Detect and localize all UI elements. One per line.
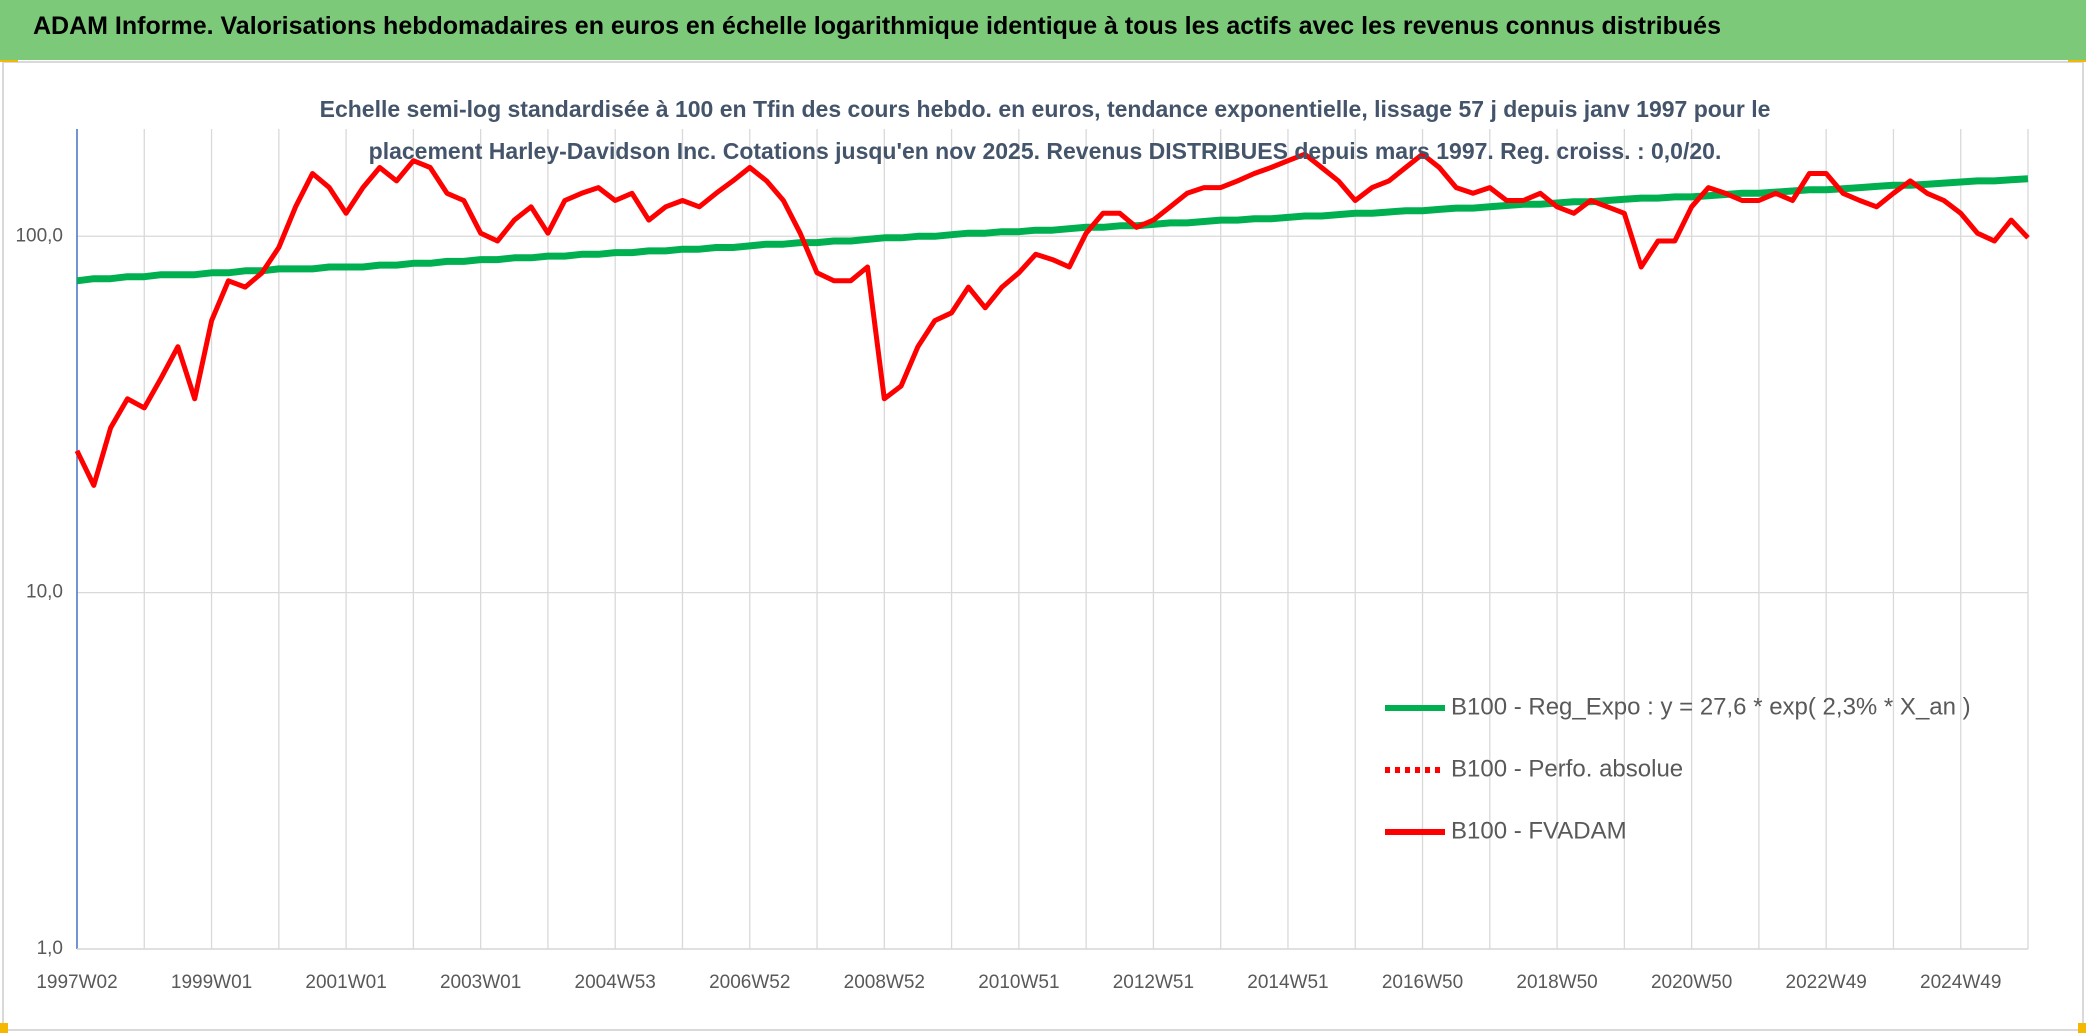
x-tick-label: 2010W51 (978, 972, 1059, 993)
legend-label: B100 - Reg_Expo : y = 27,6 * exp( 2,3% *… (1451, 693, 1971, 720)
x-tick-label: 2018W50 (1516, 972, 1597, 993)
x-tick-label: 2014W51 (1247, 972, 1328, 993)
x-tick-label: 2003W01 (440, 972, 521, 993)
legend-label: B100 - FVADAM (1451, 817, 1627, 844)
x-tick-label: 2012W51 (1113, 972, 1194, 993)
header (0, 0, 2086, 60)
x-tick-label: 2008W52 (844, 972, 925, 993)
plot (74, 151, 2030, 488)
x-tick-label: 2016W50 (1382, 972, 1463, 993)
legend: B100 - Reg_Expo : y = 27,6 * exp( 2,3% *… (1385, 693, 1971, 844)
x-tick-label: 2001W01 (305, 972, 386, 993)
y-tick-label: 1,0 (37, 938, 63, 959)
y-tick-label: 10,0 (26, 582, 63, 603)
y-tick-label: 100,0 (15, 225, 63, 246)
x-tick-label: 1997W02 (36, 972, 117, 993)
chart-subtitle: Echelle semi-log standardisée à 100 en T… (319, 96, 1771, 164)
series-line (74, 151, 2030, 488)
corner (0, 1023, 8, 1033)
x-tick-label: 2006W52 (709, 972, 790, 993)
x-tick-label: 2020W50 (1651, 972, 1732, 993)
x-tick-label: 2022W49 (1786, 972, 1867, 993)
x-tick-label: 2024W49 (1920, 972, 2001, 993)
legend-label: B100 - Perfo. absolue (1451, 755, 1683, 782)
series-line (76, 175, 2029, 285)
grid: 1,0 10,0 100,0 1997W02 1999W01 2001W01 2003W01… (15, 129, 2029, 993)
chart-title: ADAM Informe. Valorisations hebdomadaire… (33, 12, 1721, 40)
x-tick-label: 1999W01 (171, 972, 252, 993)
chart-border (2, 61, 2084, 1031)
x-tick-label: 2004W53 (575, 972, 656, 993)
corner (2078, 1023, 2086, 1033)
